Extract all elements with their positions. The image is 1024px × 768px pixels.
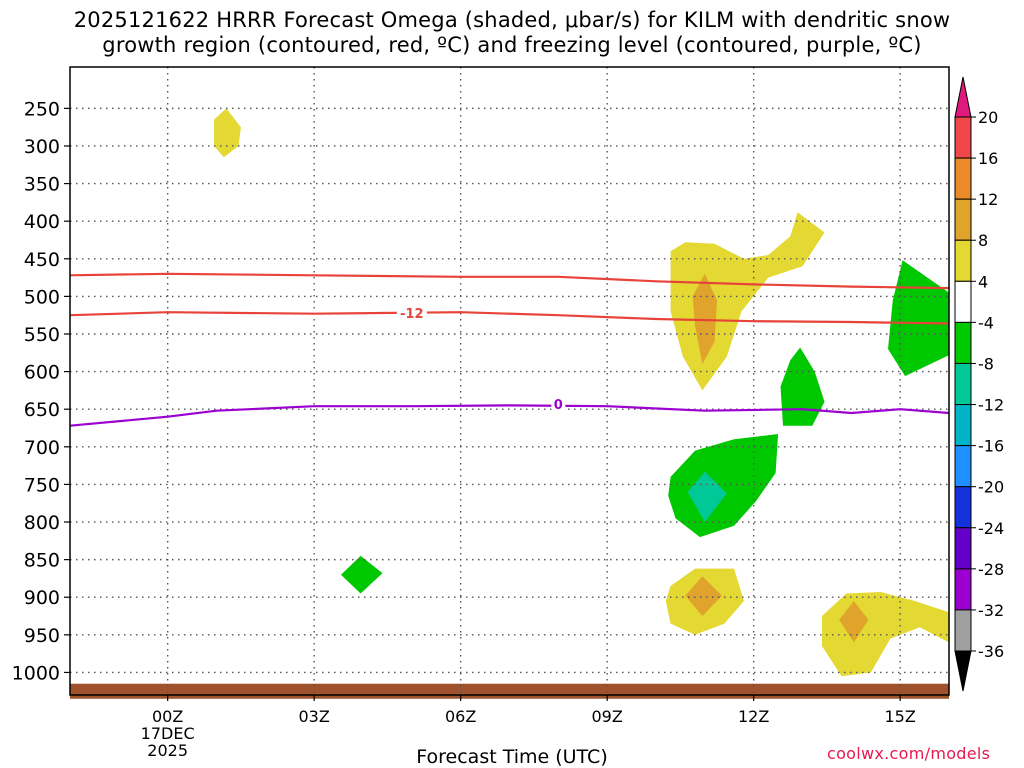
x-tick-label-03Z: 03Z [299, 707, 330, 726]
contour-dgz-upper [70, 272, 949, 290]
colorbar-label-12: -32 [978, 601, 1004, 620]
chart-title-line2: growth region (contoured, red, ºC) and f… [102, 33, 922, 57]
colorbar-label-10: -24 [978, 519, 1004, 538]
y-axis: 250 300 350 400 450 500 550 600 650 700 750 800 850 9… [12, 98, 70, 684]
y-tick-label-250: 250 [24, 98, 60, 120]
y-tick-label-900: 900 [24, 587, 60, 609]
colorbar-label-6: -8 [978, 354, 994, 373]
colorbar-bin-2 [954, 198, 972, 241]
ground-band [70, 683, 949, 699]
y-tick-label-800: 800 [24, 512, 60, 534]
chart-title-line1: 2025121622 HRRR Forecast Omega (shaded, … [73, 8, 951, 32]
x-tick-label-12Z: 12Z [738, 707, 769, 726]
colorbar: 20 16 12 8 4 -4 -8 -12 -16 -20 -24 -28 -32 -36 [954, 76, 1004, 692]
colorbar-bin-9 [954, 486, 972, 529]
colorbar-bin-5 [954, 321, 972, 364]
y-tick-label-550: 550 [24, 324, 60, 346]
y-tick-label-600: 600 [24, 362, 60, 384]
y-tick-label-950: 950 [24, 625, 60, 647]
x-tick-label-09Z: 09Z [592, 707, 623, 726]
credit-link[interactable]: coolwx.com/models [827, 744, 991, 763]
colorbar-label-4: 4 [978, 272, 988, 291]
y-tick-label-750: 750 [24, 474, 60, 496]
shade-green-490mb-right [888, 260, 949, 377]
colorbar-bottom-arrow [954, 650, 972, 692]
colorbar-label-13: -36 [978, 642, 1004, 661]
shade-orange-900mb-right [839, 601, 869, 643]
x-axis-label: Forecast Time (UTC) [416, 746, 608, 768]
colorbar-label-0: 20 [978, 108, 998, 127]
colorbar-bin-12 [954, 609, 972, 652]
contour-dgz-lower [70, 311, 949, 325]
shade-orange-500mb [692, 273, 717, 365]
contour-label-dgz-lower: -12 [400, 307, 424, 322]
y-tick-label-500: 500 [24, 286, 60, 308]
contour-label-bg-dgz-lower [396, 305, 427, 320]
colorbar-label-11: -28 [978, 560, 1004, 579]
shade-teal-760mb [687, 471, 727, 522]
colorbar-top-arrow [954, 76, 972, 118]
colorbar-bin-4 [954, 280, 972, 323]
colorbar-bin-10 [954, 527, 972, 570]
colorbar-bin-1 [954, 157, 972, 200]
y-tick-label-650: 650 [24, 399, 60, 421]
x-tick-sublabel-date: 17DEC [141, 724, 195, 743]
x-tick-label-15Z: 15Z [885, 707, 916, 726]
shade-yellow-300mb [214, 108, 241, 158]
colorbar-label-1: 16 [978, 149, 998, 168]
y-tick-label-850: 850 [24, 550, 60, 572]
colorbar-label-9: -20 [978, 478, 1004, 497]
colorbar-label-5: -4 [978, 313, 994, 332]
colorbar-bin-7 [954, 404, 972, 447]
y-tick-label-300: 300 [24, 136, 60, 158]
x-tick-label-00Z: 00Z [152, 707, 183, 726]
y-tick-label-1000: 1000 [12, 662, 60, 684]
shade-green-630mb [780, 347, 825, 426]
colorbar-label-2: 12 [978, 190, 998, 209]
contour-label-freezing-level: 0 [554, 398, 563, 413]
shade-green-870mb [341, 555, 383, 594]
x-tick-label-06Z: 06Z [445, 707, 476, 726]
colorbar-label-3: 8 [978, 231, 988, 250]
colorbar-bin-8 [954, 445, 972, 488]
shade-orange-900mb-left [685, 576, 722, 616]
contour-label-bg-freezing-level [551, 396, 566, 411]
y-tick-label-350: 350 [24, 174, 60, 196]
y-tick-label-450: 450 [24, 249, 60, 271]
colorbar-bin-6 [954, 362, 972, 406]
shade-yellow-900mb-right [822, 592, 949, 677]
shaded-regions [214, 108, 949, 677]
colorbar-label-7: -12 [978, 396, 1004, 415]
y-tick-label-700: 700 [24, 437, 60, 459]
plot-frame [69, 66, 950, 696]
colorbar-bin-0 [954, 116, 972, 159]
colorbar-label-8: -16 [978, 437, 1004, 456]
colorbar-bin-11 [954, 568, 972, 611]
colorbar-bin-3 [954, 239, 972, 282]
shade-green-740mb [668, 434, 779, 538]
x-tick-sublabel-year: 2025 [147, 741, 188, 760]
y-tick-label-400: 400 [24, 211, 60, 233]
